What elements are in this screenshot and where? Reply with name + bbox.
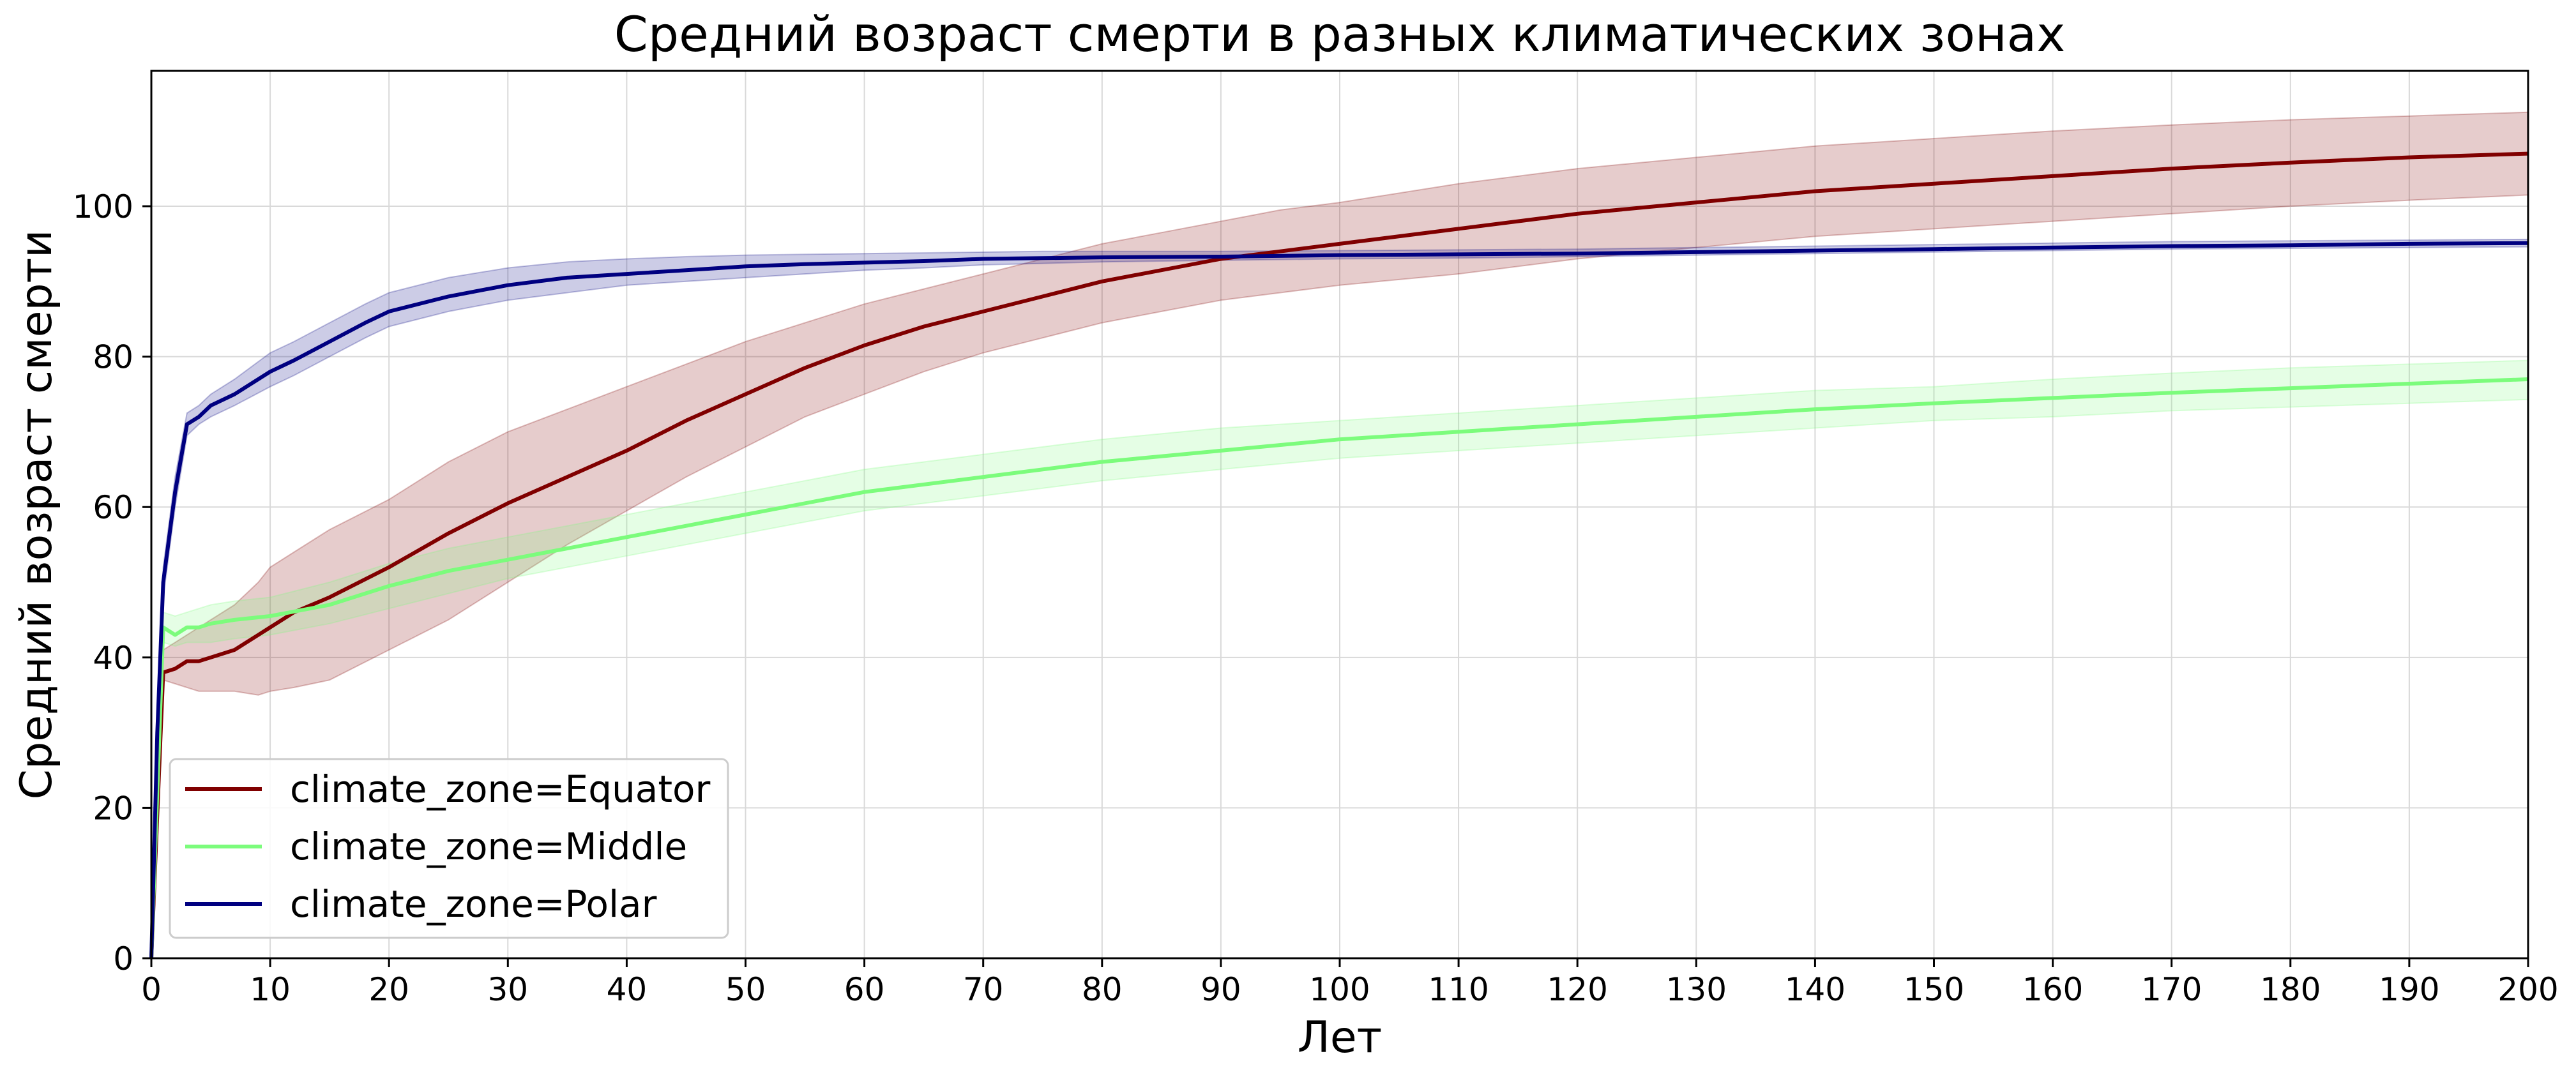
x-tick-label: 130 [1666, 971, 1727, 1008]
legend: climate_zone=Equator climate_zone=Middle… [169, 758, 729, 939]
series-line-middle [149, 377, 2529, 959]
legend-label-middle: climate_zone=Middle [290, 825, 687, 868]
legend-box [169, 758, 729, 939]
x-tick-label: 20 [368, 971, 409, 1008]
y-tick-label: 40 [93, 640, 133, 677]
y-tick-label: 100 [73, 188, 133, 225]
x-tick-label: 170 [2141, 971, 2202, 1008]
x-tick-label: 100 [1309, 971, 1370, 1008]
x-tick-label: 40 [607, 971, 648, 1008]
series-lines [149, 151, 2529, 959]
x-tick-label: 80 [1082, 971, 1123, 1008]
x-tick-label: 160 [2022, 971, 2083, 1008]
chart-title: Средний возраст смерти в разных климатич… [614, 6, 2065, 63]
x-tick-label: 140 [1785, 971, 1845, 1008]
x-tick-label: 30 [487, 971, 528, 1008]
x-tick-label: 180 [2260, 971, 2321, 1008]
x-tick-label: 120 [1547, 971, 1607, 1008]
x-tick-label: 110 [1428, 971, 1489, 1008]
y-tick-label: 20 [93, 790, 133, 827]
x-tick-label: 70 [963, 971, 1004, 1008]
x-tick-label: 90 [1201, 971, 1241, 1008]
x-tick-label: 10 [250, 971, 291, 1008]
x-tick-label: 150 [1904, 971, 1964, 1008]
x-tick-label: 190 [2379, 971, 2439, 1008]
series-line-equator [149, 151, 2529, 959]
axis-ticks: 0 10 20 30 40 50 60 70 80 90 100 110 120 130 140 150 160… [73, 188, 2559, 1008]
y-axis-label: Средний возраст смерти [11, 230, 62, 800]
x-tick-label: 60 [844, 971, 885, 1008]
x-tick-label: 200 [2497, 971, 2558, 1008]
legend-label-equator: climate_zone=Equator [290, 767, 711, 811]
y-tick-label: 60 [93, 489, 133, 526]
y-tick-label: 80 [93, 339, 133, 376]
x-tick-label: 0 [141, 971, 162, 1008]
series-line-polar [149, 241, 2529, 959]
x-tick-label: 50 [725, 971, 766, 1008]
x-axis-label: Лет [1298, 1013, 1383, 1063]
legend-label-polar: climate_zone=Polar [290, 882, 657, 926]
y-tick-label: 0 [113, 940, 133, 977]
